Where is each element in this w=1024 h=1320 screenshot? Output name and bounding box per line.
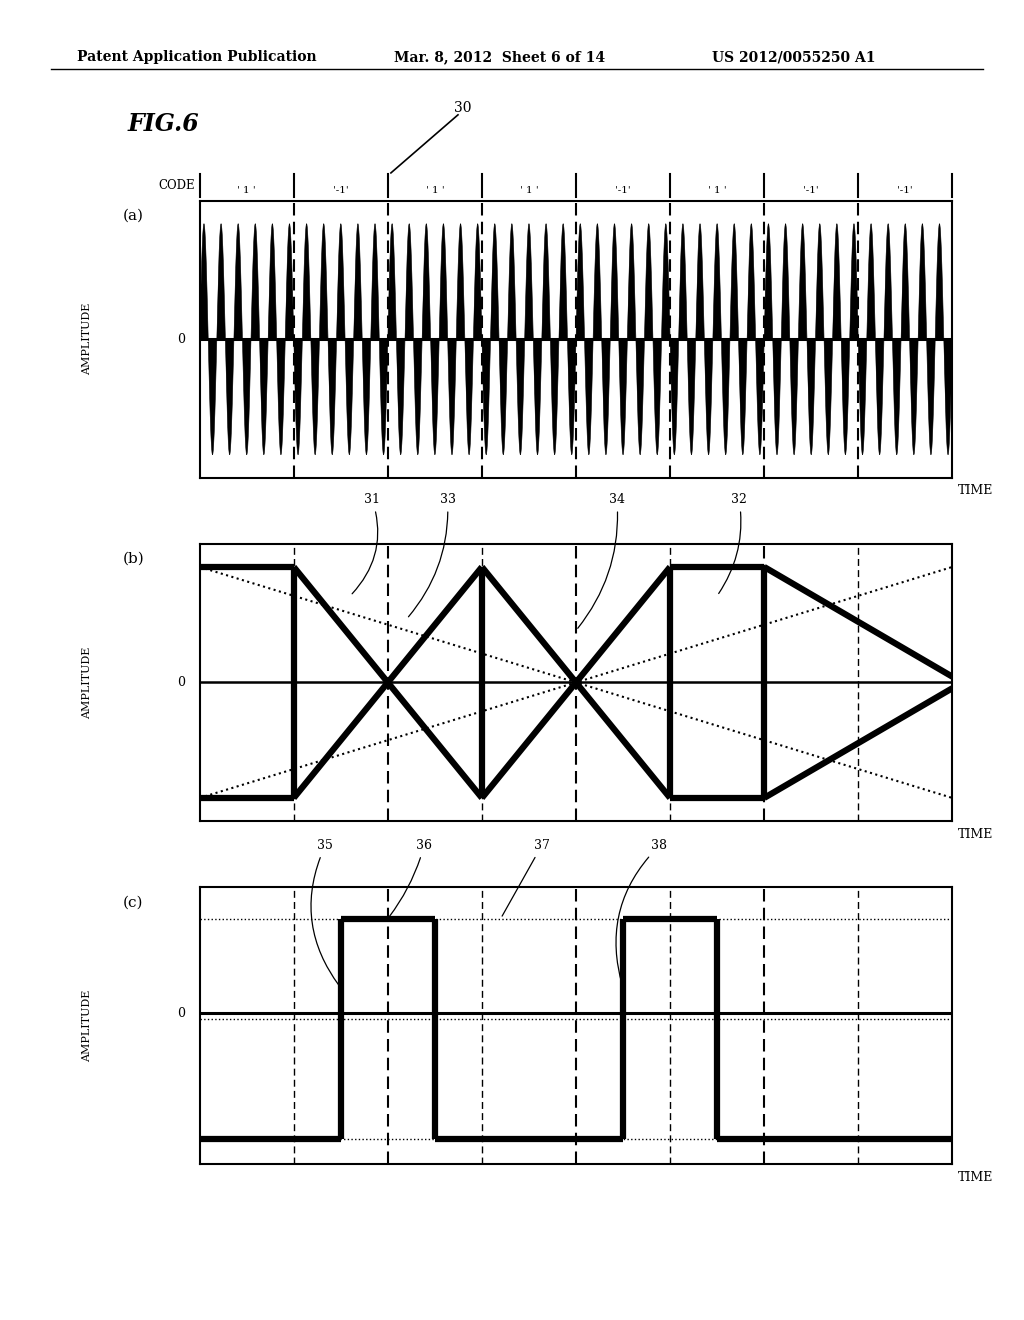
Text: 34: 34 — [578, 494, 625, 628]
Text: 37: 37 — [502, 840, 550, 916]
Text: 0: 0 — [177, 333, 185, 346]
Text: CODE: CODE — [158, 180, 195, 191]
Text: 38: 38 — [616, 840, 668, 985]
Text: '-1': '-1' — [804, 186, 819, 195]
Text: AMPLITUDE: AMPLITUDE — [82, 647, 92, 718]
Text: 33: 33 — [409, 494, 456, 616]
Text: TIME: TIME — [957, 1171, 993, 1184]
Text: 30: 30 — [455, 100, 472, 115]
Text: Patent Application Publication: Patent Application Publication — [77, 50, 316, 65]
Text: Mar. 8, 2012  Sheet 6 of 14: Mar. 8, 2012 Sheet 6 of 14 — [394, 50, 605, 65]
Text: (b): (b) — [123, 552, 144, 566]
Text: '-1': '-1' — [897, 186, 913, 195]
Text: FIG.6: FIG.6 — [128, 112, 200, 136]
Text: '-1': '-1' — [615, 186, 631, 195]
Text: AMPLITUDE: AMPLITUDE — [82, 990, 92, 1061]
Text: ' 1 ': ' 1 ' — [426, 186, 444, 195]
Text: '-1': '-1' — [333, 186, 348, 195]
Text: (c): (c) — [123, 895, 143, 909]
Text: 0: 0 — [177, 1007, 185, 1019]
Text: 32: 32 — [719, 494, 748, 594]
Text: ' 1 ': ' 1 ' — [519, 186, 539, 195]
Text: AMPLITUDE: AMPLITUDE — [82, 304, 92, 375]
Text: 31: 31 — [352, 494, 380, 594]
Text: US 2012/0055250 A1: US 2012/0055250 A1 — [712, 50, 876, 65]
Text: ' 1 ': ' 1 ' — [238, 186, 256, 195]
Text: ' 1 ': ' 1 ' — [708, 186, 726, 195]
Text: TIME: TIME — [957, 828, 993, 841]
Text: (a): (a) — [123, 209, 144, 223]
Text: TIME: TIME — [957, 484, 993, 498]
Text: 35: 35 — [311, 840, 339, 986]
Text: 0: 0 — [177, 676, 185, 689]
Text: 36: 36 — [389, 840, 432, 916]
